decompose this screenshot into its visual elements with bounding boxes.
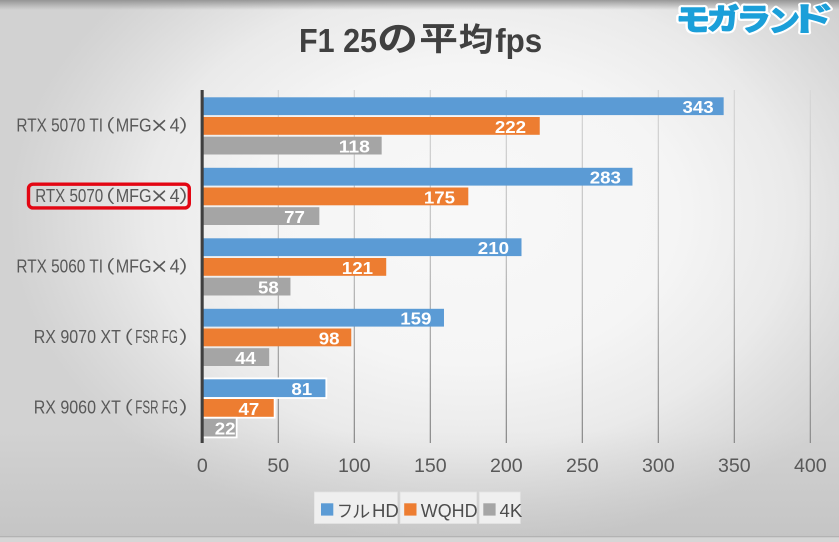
svg-text:4: 4 xyxy=(170,256,180,276)
svg-text:118: 118 xyxy=(339,137,370,157)
svg-text:0: 0 xyxy=(197,455,208,477)
svg-text:343: 343 xyxy=(682,97,713,117)
svg-text:RTX 5060 TI: RTX 5060 TI xyxy=(16,256,103,276)
svg-text:250: 250 xyxy=(566,455,599,477)
svg-text:MFG: MFG xyxy=(116,186,152,206)
svg-text:MFG: MFG xyxy=(116,256,152,276)
svg-text:4: 4 xyxy=(170,186,180,206)
svg-text:121: 121 xyxy=(342,258,373,278)
svg-text:58: 58 xyxy=(258,278,279,298)
svg-text:210: 210 xyxy=(478,238,509,258)
svg-text:RX 9070 XT: RX 9070 XT xyxy=(34,327,121,347)
svg-text:RTX 5070 TI: RTX 5070 TI xyxy=(16,115,103,135)
svg-text:47: 47 xyxy=(239,399,260,419)
svg-text:400: 400 xyxy=(794,455,827,477)
svg-text:150: 150 xyxy=(414,455,447,477)
svg-text:F1 25: F1 25 xyxy=(299,22,377,59)
svg-text:350: 350 xyxy=(718,455,751,477)
svg-text:22: 22 xyxy=(215,419,236,439)
svg-text:4K: 4K xyxy=(500,500,523,521)
svg-text:HD: HD xyxy=(372,500,399,521)
svg-text:100: 100 xyxy=(338,455,371,477)
svg-text:300: 300 xyxy=(642,455,675,477)
svg-text:200: 200 xyxy=(490,455,523,477)
svg-text:44: 44 xyxy=(235,348,256,368)
svg-text:fps: fps xyxy=(495,22,542,59)
svg-text:81: 81 xyxy=(291,379,312,399)
svg-text:RTX 5070: RTX 5070 xyxy=(35,186,103,206)
svg-text:159: 159 xyxy=(400,309,431,329)
svg-text:FSR FG: FSR FG xyxy=(135,327,178,347)
svg-text:98: 98 xyxy=(319,328,340,348)
svg-text:4: 4 xyxy=(170,115,180,135)
svg-text:175: 175 xyxy=(424,187,455,207)
svg-text:WQHD: WQHD xyxy=(421,500,478,521)
svg-text:RX 9060 XT: RX 9060 XT xyxy=(34,397,121,417)
svg-text:77: 77 xyxy=(284,207,305,227)
svg-text:MFG: MFG xyxy=(116,115,152,135)
svg-text:FSR FG: FSR FG xyxy=(135,397,178,417)
svg-text:283: 283 xyxy=(590,168,621,188)
svg-text:222: 222 xyxy=(495,117,526,137)
svg-text:50: 50 xyxy=(267,455,289,477)
